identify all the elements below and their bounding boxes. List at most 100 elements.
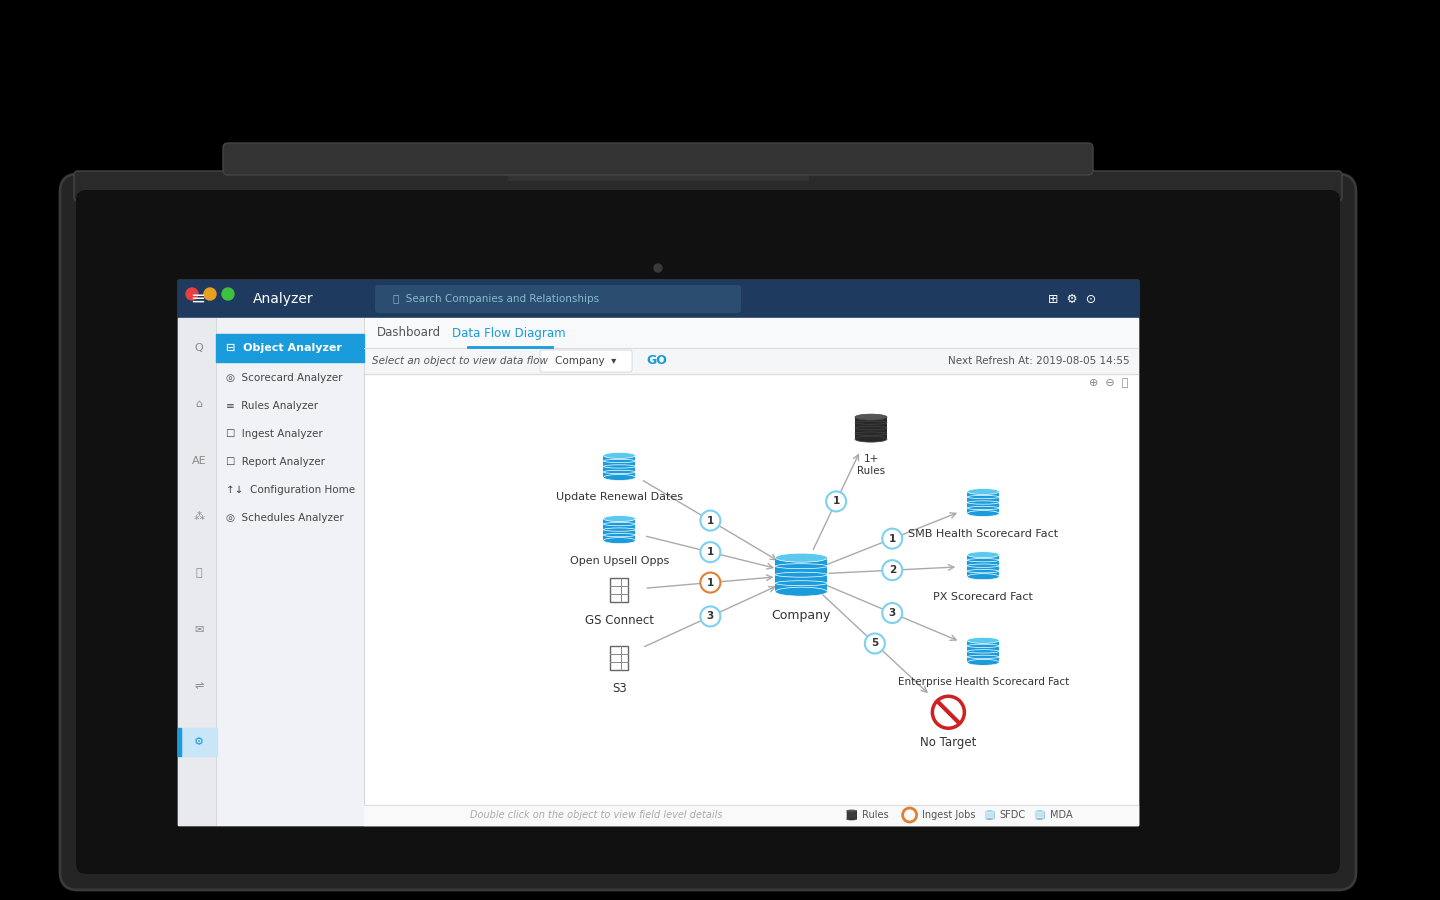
Ellipse shape (775, 572, 828, 577)
Ellipse shape (775, 580, 828, 586)
Text: AE: AE (192, 455, 206, 465)
Bar (179, 280, 1138, 318)
Circle shape (883, 560, 903, 580)
Ellipse shape (968, 637, 999, 643)
Text: 🔍  Search Companies and Relationships: 🔍 Search Companies and Relationships (393, 294, 599, 304)
Ellipse shape (847, 816, 857, 817)
Ellipse shape (968, 650, 999, 653)
Ellipse shape (968, 660, 999, 665)
Ellipse shape (775, 563, 828, 569)
Ellipse shape (603, 459, 635, 463)
Circle shape (700, 542, 720, 562)
Ellipse shape (603, 537, 635, 544)
Bar (364, 805, 1138, 825)
Text: 1: 1 (888, 534, 896, 544)
Ellipse shape (968, 564, 999, 567)
Text: 5: 5 (871, 638, 878, 649)
Ellipse shape (985, 816, 995, 817)
Text: ⊟  Object Analyzer: ⊟ Object Analyzer (226, 343, 341, 353)
Text: Rules: Rules (861, 810, 888, 820)
Text: Next Refresh At: 2019-08-05 14:55: Next Refresh At: 2019-08-05 14:55 (949, 356, 1130, 366)
Bar (968, 554, 999, 577)
Text: Open Upsell Opps: Open Upsell Opps (570, 555, 670, 565)
Ellipse shape (847, 810, 857, 812)
Bar (364, 318, 1138, 348)
Text: Analyzer: Analyzer (253, 292, 314, 306)
Text: ⇌: ⇌ (194, 681, 203, 691)
Text: 1: 1 (707, 578, 714, 588)
Bar (847, 811, 857, 819)
Bar (179, 728, 181, 756)
Bar (508, 165, 808, 180)
Text: ⊞  ⚙  ⊙: ⊞ ⚙ ⊙ (1048, 292, 1096, 305)
Bar (179, 728, 217, 756)
Ellipse shape (985, 810, 995, 812)
Ellipse shape (985, 814, 995, 815)
Text: 1: 1 (707, 547, 714, 557)
Ellipse shape (968, 489, 999, 494)
Text: SMB Health Scorecard Fact: SMB Health Scorecard Fact (909, 528, 1058, 538)
Ellipse shape (1034, 818, 1044, 820)
Ellipse shape (985, 818, 995, 820)
Ellipse shape (603, 522, 635, 526)
Text: 3: 3 (888, 608, 896, 618)
Text: Update Renewal Dates: Update Renewal Dates (556, 492, 683, 502)
Bar (216, 334, 364, 362)
Text: ⁂: ⁂ (193, 512, 204, 522)
FancyBboxPatch shape (76, 190, 1341, 874)
Bar (179, 280, 1138, 825)
Circle shape (865, 634, 884, 653)
Ellipse shape (968, 644, 999, 647)
Ellipse shape (603, 453, 635, 458)
FancyBboxPatch shape (611, 579, 628, 602)
FancyBboxPatch shape (540, 350, 632, 372)
Text: Company  ▾: Company ▾ (556, 356, 616, 366)
Circle shape (222, 288, 233, 300)
Bar (985, 811, 995, 819)
FancyBboxPatch shape (60, 174, 1356, 890)
Text: ≡: ≡ (190, 290, 206, 308)
Bar (364, 348, 1138, 374)
Bar (216, 318, 364, 825)
Circle shape (827, 491, 847, 511)
Circle shape (883, 603, 903, 623)
Text: Data Flow Diagram: Data Flow Diagram (452, 327, 566, 339)
Ellipse shape (968, 510, 999, 517)
Bar (968, 641, 999, 662)
Ellipse shape (603, 516, 635, 522)
Circle shape (932, 697, 965, 728)
Text: ↑↓  Configuration Home: ↑↓ Configuration Home (226, 485, 356, 495)
Bar (775, 558, 828, 591)
Circle shape (186, 288, 199, 300)
Ellipse shape (603, 474, 635, 481)
FancyBboxPatch shape (73, 171, 1342, 201)
Text: Company: Company (772, 608, 831, 622)
Ellipse shape (985, 813, 995, 814)
Text: 1+
Rules: 1+ Rules (857, 454, 886, 476)
Text: GS Connect: GS Connect (585, 615, 654, 627)
Ellipse shape (855, 432, 887, 436)
Text: No Target: No Target (920, 736, 976, 749)
Circle shape (700, 607, 720, 626)
Ellipse shape (775, 554, 828, 562)
Ellipse shape (855, 421, 887, 424)
Ellipse shape (603, 534, 635, 536)
Text: Enterprise Health Scorecard Fact: Enterprise Health Scorecard Fact (897, 678, 1068, 688)
Ellipse shape (855, 436, 887, 442)
Ellipse shape (847, 814, 857, 815)
FancyBboxPatch shape (611, 646, 628, 670)
Circle shape (654, 264, 662, 272)
Ellipse shape (968, 573, 999, 580)
Ellipse shape (847, 813, 857, 814)
Ellipse shape (968, 495, 999, 499)
Text: ◎  Scorecard Analyzer: ◎ Scorecard Analyzer (226, 373, 343, 383)
Text: 1: 1 (832, 497, 840, 507)
Bar (855, 417, 887, 439)
Ellipse shape (603, 464, 635, 468)
Text: SFDC: SFDC (999, 810, 1025, 820)
Bar (179, 318, 216, 825)
Text: 1: 1 (707, 516, 714, 526)
Text: ☐  Ingest Analyzer: ☐ Ingest Analyzer (226, 429, 323, 439)
Text: Ingest Jobs: Ingest Jobs (922, 810, 975, 820)
Text: MDA: MDA (1050, 810, 1073, 820)
